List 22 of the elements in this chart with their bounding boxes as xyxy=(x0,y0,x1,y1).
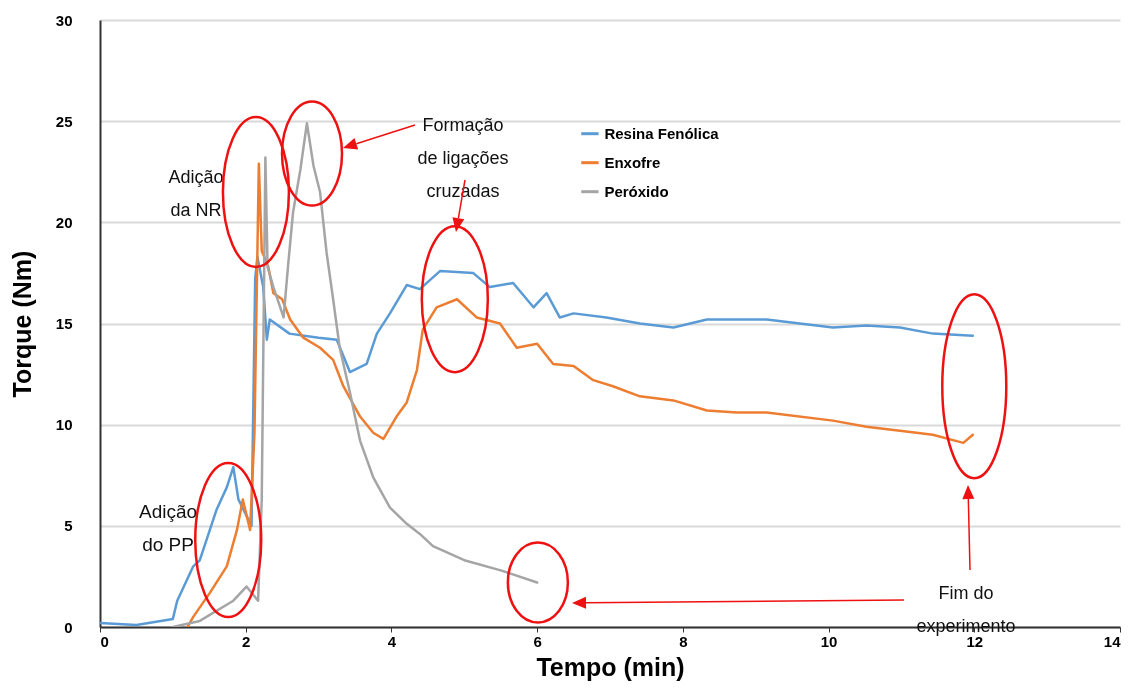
x-tick-label: 6 xyxy=(533,632,542,650)
y-tick-label: 0 xyxy=(64,618,73,636)
x-tick-label: 14 xyxy=(1103,632,1122,650)
y-tick-label: 30 xyxy=(55,11,73,29)
y-tick-label: 25 xyxy=(55,112,73,130)
y-tick-label: 10 xyxy=(55,416,73,434)
x-tick-label: 8 xyxy=(679,632,688,650)
x-axis-title: Tempo (min) xyxy=(536,652,685,681)
annotation: Adição do PP xyxy=(138,501,198,555)
x-tick-label: 12 xyxy=(966,632,984,650)
x-tick-label: 4 xyxy=(387,632,397,650)
legend-label: Resina Fenólica xyxy=(604,124,720,142)
x-tick-label: 2 xyxy=(242,632,251,650)
legend-label: Enxofre xyxy=(604,153,661,171)
y-tick-label: 20 xyxy=(55,213,73,231)
x-tick-label: 0 xyxy=(100,632,109,650)
annotation: Adição da NR xyxy=(168,167,224,220)
y-axis-title: Torque (Nm) xyxy=(7,250,36,398)
legend-label: Peróxido xyxy=(604,182,669,200)
y-tick-label: 15 xyxy=(55,315,73,332)
y-tick-label: 5 xyxy=(64,517,73,535)
x-tick-label: 10 xyxy=(820,632,838,650)
